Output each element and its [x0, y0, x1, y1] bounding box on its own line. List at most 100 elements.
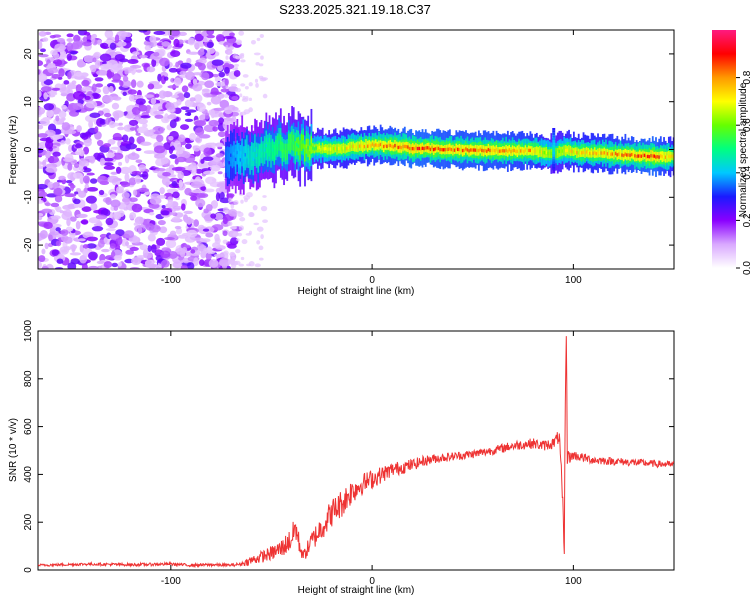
- spectrogram-cell: [240, 83, 246, 87]
- spectrogram-cell: [38, 160, 42, 169]
- spectrogram-cell: [416, 146, 419, 151]
- spectrogram-cell: [215, 187, 222, 194]
- spectrogram-cell: [537, 150, 540, 154]
- spectrogram-cell: [131, 203, 143, 213]
- spectrogram-cell: [395, 144, 398, 148]
- spectrogram-cell: [605, 151, 607, 155]
- spectrogram-cell: [44, 242, 49, 250]
- spectrogram-cell: [93, 152, 101, 160]
- spectrogram-cell: [110, 199, 121, 208]
- spectrogram-cell: [80, 219, 89, 225]
- spectrogram-cell: [67, 144, 73, 152]
- spectrogram-cell: [624, 152, 627, 156]
- spectrogram-cell: [552, 147, 556, 150]
- spectrogram-cell: [468, 149, 471, 153]
- spectrogram-cell: [405, 145, 408, 149]
- spectrogram-cell: [258, 245, 264, 251]
- spectrogram-cell: [117, 210, 125, 217]
- snr-y-tick-label: 200: [23, 513, 34, 530]
- spectrogram-cell: [133, 222, 139, 226]
- spectrogram-cell: [147, 83, 155, 90]
- spectrogram-cell: [153, 30, 166, 36]
- spectrogram-cell: [191, 167, 197, 176]
- snr-y-tick-label: 400: [23, 466, 34, 483]
- snr-x-tick-label: 0: [369, 576, 375, 587]
- spectrogram-cell: [247, 154, 250, 158]
- snr-frame: [37, 330, 675, 571]
- spectrogram-cell: [172, 191, 180, 199]
- spectrogram-cell: [268, 145, 271, 149]
- spectrogram-cell: [609, 152, 612, 156]
- spectrogram-cell: [415, 146, 417, 150]
- spectrogram-cell: [81, 86, 92, 92]
- spectrogram-cell: [55, 240, 62, 247]
- spectrogram-cell: [144, 45, 152, 51]
- spectrogram-cell: [420, 147, 422, 151]
- spectrogram-cell: [519, 149, 522, 153]
- spectrogram-cell: [131, 257, 142, 266]
- spectrogram-cell: [149, 196, 162, 205]
- spectrogram-cell: [552, 144, 556, 148]
- spectrogram-cell: [147, 245, 152, 253]
- spectrogram-cell: [38, 133, 48, 138]
- spectrogram-cell: [325, 146, 327, 151]
- spectrogram-cell: [45, 166, 58, 173]
- spectrogram-cell: [231, 155, 234, 159]
- spectrogram-cell: [178, 134, 186, 143]
- spectrogram-cell: [156, 237, 166, 247]
- snr-x-ticks: -100 0 100: [161, 331, 582, 587]
- spectrogram-cell: [576, 150, 578, 155]
- spectrogram-cell: [362, 145, 364, 149]
- spectrogram-cell: [214, 76, 222, 83]
- spectrogram-cell: [436, 146, 438, 151]
- spectrogram-cell: [189, 97, 196, 102]
- spectrogram-cell: [227, 38, 236, 43]
- spectrogram-cell: [174, 225, 182, 230]
- spectrogram-cell: [342, 146, 345, 150]
- spectrogram-cell: [61, 104, 68, 110]
- spectrogram-cell: [231, 226, 237, 230]
- spectrogram-cell: [231, 116, 237, 121]
- spectrogram-cell: [101, 248, 110, 253]
- spectrogram-cell: [195, 168, 203, 174]
- spectrogram-cell: [200, 185, 206, 192]
- spectrogram-cell: [258, 63, 264, 67]
- spectrogram-cell: [153, 110, 164, 115]
- spectrogram-cell: [91, 83, 97, 93]
- snr-series-line: [38, 336, 674, 569]
- spectrogram-cell: [560, 149, 562, 154]
- spectrogram-cell: [482, 149, 485, 153]
- spectrogram-cell: [326, 147, 329, 152]
- spectrogram-y-tick-label: -10: [23, 190, 34, 205]
- spectrogram-cell: [117, 261, 122, 267]
- spectrogram-cell: [300, 140, 303, 145]
- spectrogram-cell: [211, 224, 224, 231]
- spectrogram-cell: [233, 200, 239, 206]
- spectrogram-cell: [194, 120, 207, 127]
- spectrogram-cell: [125, 143, 138, 150]
- spectrogram-cell: [171, 181, 178, 188]
- spectrogram-cell: [103, 157, 114, 162]
- spectrogram-cell: [67, 262, 77, 269]
- spectrogram-cell: [222, 230, 228, 237]
- spectrogram-cell: [193, 257, 199, 267]
- spectrogram-cell: [172, 205, 184, 210]
- spectrogram-cell: [302, 140, 305, 144]
- spectrogram-cell: [353, 145, 356, 150]
- spectrogram-cell: [227, 50, 232, 55]
- spectrogram-cell: [224, 106, 233, 115]
- spectrogram-cell: [355, 145, 358, 149]
- spectrogram-cell: [38, 191, 48, 198]
- spectrogram-cell: [299, 148, 302, 152]
- spectrogram-cell: [173, 77, 182, 87]
- spectrogram-cell: [655, 155, 657, 159]
- spectrogram-cell: [248, 97, 253, 102]
- spectrogram-cell: [226, 159, 229, 164]
- spectrogram-cell: [200, 72, 210, 81]
- spectrogram-cell: [254, 78, 259, 83]
- spectrogram-cell: [106, 59, 119, 69]
- spectrogram-cell: [618, 152, 620, 156]
- spectrogram-cell: [566, 148, 569, 152]
- spectrogram-cell: [487, 147, 490, 152]
- spectrogram-cell: [161, 176, 171, 186]
